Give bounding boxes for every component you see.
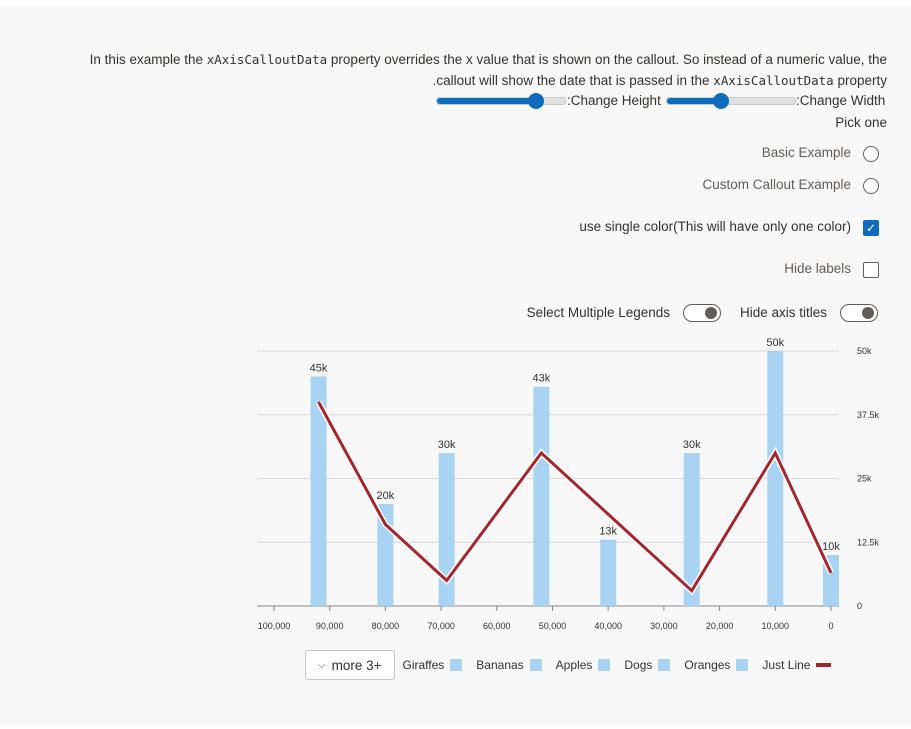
- description-text: In this example the: [89, 52, 207, 67]
- select-multiple-legends-toggle[interactable]: [683, 304, 721, 322]
- bar-data-label: 20k: [377, 490, 395, 502]
- more-legends-label: more 3+: [331, 657, 382, 673]
- hide-labels-label: Hide labels: [784, 261, 851, 276]
- legend-swatch: [450, 659, 463, 671]
- legend-item-oranges[interactable]: Oranges: [684, 658, 749, 672]
- bar-data-label: 43k: [532, 373, 550, 385]
- legend-swatch: [658, 659, 671, 671]
- height-slider-thumb[interactable]: [527, 93, 544, 109]
- width-slider-label: :Change Width: [796, 93, 886, 108]
- hide-axis-titles-toggle[interactable]: [840, 304, 878, 322]
- y-tick-label: 12.5k: [857, 537, 880, 547]
- x-tick-label: 20,000: [706, 621, 734, 631]
- bar-data-label: 30k: [683, 439, 701, 451]
- legend-bar: ⌵ more 3+ Giraffes Bananas Apples Dogs Or…: [305, 649, 841, 681]
- height-slider-fill: [437, 98, 536, 104]
- bar-data-label: 50k: [766, 337, 784, 349]
- x-tick-label: 50,000: [539, 621, 567, 631]
- x-tick-label: 40,000: [594, 621, 622, 631]
- legend-line-swatch: [816, 663, 832, 667]
- line-series-just-line: [317, 401, 833, 594]
- legend-swatch: [529, 659, 542, 671]
- y-tick-label: 37.5k: [857, 410, 880, 420]
- bar: [600, 539, 617, 606]
- chart-example-panel: [0, 6, 911, 725]
- basic-example-label: Basic Example: [761, 145, 851, 160]
- x-tick-label: 80,000: [372, 621, 400, 631]
- y-tick-label: 25k: [857, 474, 872, 484]
- description-code: xAxisCalloutData: [713, 73, 834, 88]
- legend-item-dogs[interactable]: Dogs: [624, 658, 671, 672]
- hide-labels-checkbox[interactable]: [863, 262, 879, 278]
- description-line-1: In this example the xAxisCalloutData pro…: [90, 52, 887, 67]
- description-text: property overrides the x value that is s…: [327, 52, 887, 67]
- height-slider[interactable]: [436, 93, 566, 109]
- width-slider-thumb[interactable]: [712, 93, 729, 109]
- x-tick-label: 0: [828, 621, 833, 631]
- custom-callout-example-radio[interactable]: [863, 178, 879, 194]
- bar: [310, 376, 327, 606]
- bar: [767, 351, 784, 606]
- x-tick-label: 100,000: [258, 621, 291, 631]
- line-series-outline: [315, 400, 834, 596]
- description-line-2: .callout will show the date that is pass…: [433, 73, 887, 88]
- width-slider[interactable]: [666, 93, 796, 109]
- select-multiple-legends-label: Select Multiple Legends: [526, 305, 670, 320]
- legend-item-giraffes[interactable]: Giraffes: [403, 658, 463, 672]
- legend-label: Giraffes: [402, 658, 445, 672]
- toggle-knob: [862, 307, 874, 319]
- legend-label: Just Line: [762, 658, 811, 672]
- x-tick-label: 70,000: [427, 621, 455, 631]
- hide-axis-titles-label: Hide axis titles: [739, 305, 827, 320]
- legend-item-bananas[interactable]: Bananas: [476, 658, 542, 672]
- legend-swatch: [736, 659, 749, 671]
- width-slider-fill: [667, 98, 721, 104]
- chevron-down-icon: ⌵: [318, 659, 326, 671]
- basic-example-radio[interactable]: [863, 146, 879, 162]
- legend-label: Bananas: [476, 658, 524, 672]
- bar-data-label: 45k: [310, 363, 328, 375]
- x-tick-label: 60,000: [483, 621, 511, 631]
- pick-one-label: Pick one: [835, 115, 887, 130]
- legend-item-just-line[interactable]: Just Line: [762, 658, 832, 672]
- legend-label: Dogs: [624, 658, 653, 672]
- bar-data-label: 10k: [822, 541, 840, 553]
- bar-data-label: 13k: [599, 526, 617, 538]
- more-legends-button[interactable]: ⌵ more 3+: [305, 650, 395, 680]
- x-tick-label: 90,000: [316, 621, 344, 631]
- bar: [683, 453, 700, 606]
- x-tick-label: 30,000: [650, 621, 678, 631]
- legend-label: Oranges: [684, 658, 731, 672]
- bar-data-label: 30k: [438, 439, 456, 451]
- single-color-checkbox[interactable]: ✓: [863, 220, 879, 236]
- height-slider-label: :Change Height: [567, 93, 661, 108]
- y-tick-label: 50k: [857, 346, 872, 356]
- legend-item-apples[interactable]: Apples: [556, 658, 611, 672]
- bar: [438, 453, 455, 606]
- bar: [533, 386, 550, 606]
- legend-swatch: [598, 659, 611, 671]
- legend-label: Apples: [555, 658, 593, 672]
- description-text: .callout will show the date that is pass…: [432, 73, 714, 88]
- x-tick-label: 10,000: [762, 621, 790, 631]
- description-code: xAxisCalloutData: [206, 52, 328, 67]
- toggle-knob: [705, 307, 717, 319]
- y-tick-label: 0: [857, 601, 862, 611]
- custom-callout-example-label: Custom Callout Example: [702, 177, 851, 192]
- description-text: property: [833, 73, 887, 88]
- single-color-label: use single color(This will have only one…: [579, 219, 851, 234]
